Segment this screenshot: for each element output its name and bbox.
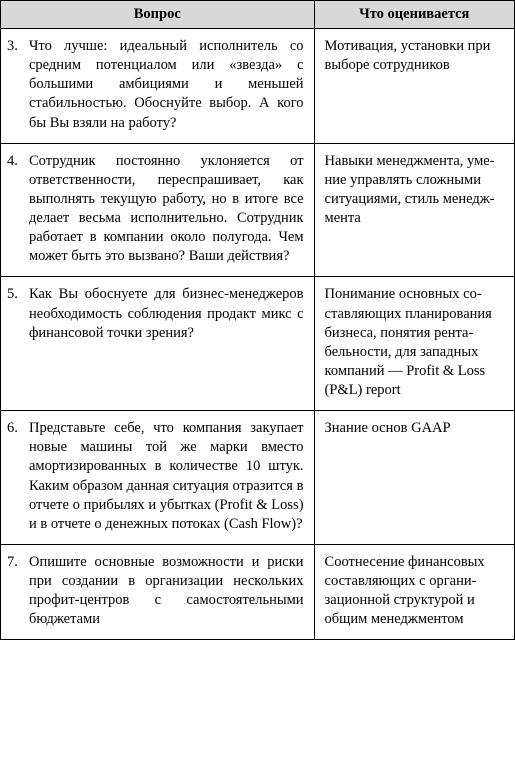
- table-header-row: Вопрос Что оценивается: [1, 1, 515, 29]
- header-evaluation: Что оценивается: [314, 1, 514, 29]
- evaluation-text: Знание основ GAAP: [314, 411, 514, 545]
- evaluation-text: Соотнесение финансовых составляющих с ор…: [314, 544, 514, 640]
- question-cell: 5. Как Вы обоснуете для бизнес-менеджеро…: [1, 277, 315, 411]
- question-text: Как Вы обоснуете для бизнес-менеджеров н…: [29, 285, 304, 342]
- header-question: Вопрос: [1, 1, 315, 29]
- question-number: 5.: [7, 285, 29, 342]
- question-number: 7.: [7, 553, 29, 630]
- table-row: 6. Представьте себе, что компания закупа…: [1, 411, 515, 545]
- table-row: 7. Опишите основные возможности и риски …: [1, 544, 515, 640]
- question-cell: 6. Представьте себе, что компания закупа…: [1, 411, 315, 545]
- question-text: Представьте себе, что компания закупает …: [29, 419, 304, 534]
- evaluation-text: Мотивация, установки при выборе сотрудни…: [314, 29, 514, 144]
- question-text: Опишите основные возможности и риски при…: [29, 553, 304, 630]
- questions-table: Вопрос Что оценивается 3. Что лучше: иде…: [0, 0, 515, 640]
- question-cell: 7. Опишите основные возможности и риски …: [1, 544, 315, 640]
- table-row: 3. Что лучше: идеальный исполни­тель со …: [1, 29, 515, 144]
- question-cell: 3. Что лучше: идеальный исполни­тель со …: [1, 29, 315, 144]
- evaluation-text: Понимание основных со­ставляющих планиро…: [314, 277, 514, 411]
- question-number: 3.: [7, 37, 29, 133]
- table-row: 5. Как Вы обоснуете для бизнес-менеджеро…: [1, 277, 515, 411]
- question-text: Сотрудник постоянно уклоняется от ответс…: [29, 152, 304, 267]
- evaluation-text: Навыки менеджмента, уме­ние управлять сл…: [314, 143, 514, 277]
- question-text: Что лучше: идеальный исполни­тель со сре…: [29, 37, 304, 133]
- question-cell: 4. Сотрудник постоянно уклоняется от отв…: [1, 143, 315, 277]
- table-row: 4. Сотрудник постоянно уклоняется от отв…: [1, 143, 515, 277]
- question-number: 4.: [7, 152, 29, 267]
- question-number: 6.: [7, 419, 29, 534]
